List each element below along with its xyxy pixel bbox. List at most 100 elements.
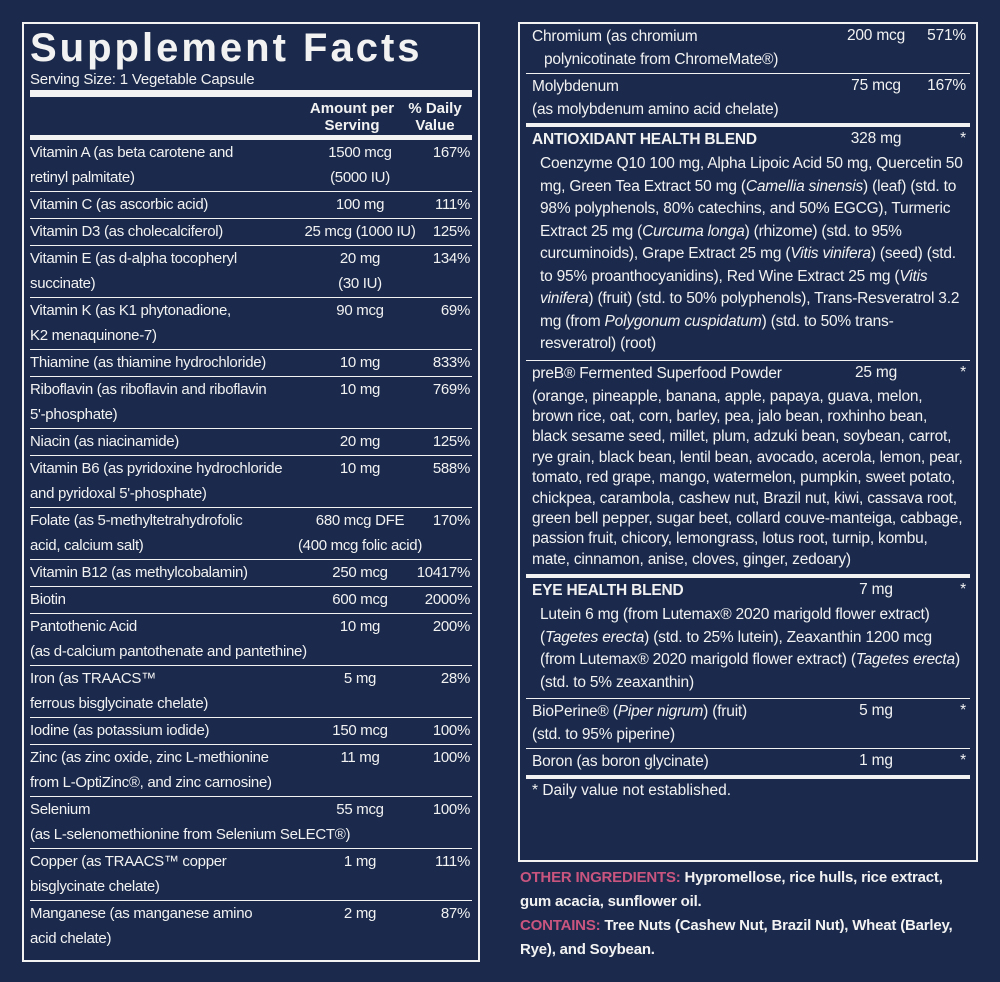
nutrient-name: (std. to 95% piperine)	[532, 726, 675, 744]
blend-description: Lutein 6 mg (from Lutemax® 2020 marigold…	[526, 604, 970, 698]
italic-text: Vitis vinifera	[790, 245, 871, 262]
text: Coenzyme Q10 100 mg, Alpha Lipoic Acid 5…	[540, 155, 963, 195]
amount: 150 mcg	[332, 722, 388, 739]
amount: 11 mg	[340, 749, 380, 766]
amount: 7 mg	[859, 581, 893, 599]
amount: 10 mg	[339, 354, 381, 371]
daily-value: 2000%	[424, 591, 471, 608]
daily-value: 111%	[435, 196, 470, 213]
daily-value: 134%	[432, 250, 470, 267]
nutrient-name: (as molybdenum amino acid chelate)	[532, 101, 779, 118]
nutrient-name: succinate)	[30, 275, 96, 292]
nutrient-name: Iron (as TRAACS™	[30, 670, 156, 687]
nutrient-name: Niacin (as niacinamide)	[30, 433, 179, 450]
divider	[526, 698, 970, 700]
nutrient-name: Thiamine (as thiamine hydrochloride)	[30, 354, 266, 371]
amount-cell: 250 mcg	[270, 560, 450, 585]
blend-title: EYE HEALTH BLEND	[532, 582, 684, 600]
daily-value: 833%	[432, 354, 470, 371]
amount: 90 mcg	[336, 302, 384, 319]
daily-value: 100%	[432, 722, 470, 739]
nutrient-row: Selenium (as L-selenomethionine from Sele…	[30, 796, 472, 848]
amount-cell: 2 mg	[270, 901, 450, 926]
daily-value: 69%	[440, 302, 470, 319]
italic-text: Camellia sinensis	[745, 177, 864, 195]
nutrient-name: Vitamin C (as ascorbic acid)	[30, 196, 209, 213]
divider	[526, 359, 970, 361]
nutrient-name: Molybdenum	[532, 78, 619, 95]
amount: 10 mg	[339, 618, 381, 635]
divider	[526, 748, 970, 750]
text: Hypromellose, rice hulls, rice extract, …	[520, 869, 943, 910]
amount: 10 mg	[339, 381, 381, 398]
italic-text: Curcuma longa	[642, 222, 745, 240]
amount: 680 mcg DFE	[315, 512, 405, 529]
daily-value: 200%	[432, 618, 470, 635]
amount-cell: 150 mcg	[270, 718, 450, 743]
amount: 5 mg	[343, 670, 377, 687]
amount-note: (5000 IU)	[330, 169, 390, 186]
nutrient-row: Pantothenic Acid (as d-calcium pantothena…	[30, 613, 472, 665]
nutrient-row: Molybdenum (as molybdenum amino acid chel…	[526, 74, 970, 123]
amount: 1 mg	[859, 752, 893, 770]
nutrient-row: Iodine (as potassium iodide) 150 mcg 100%	[30, 717, 472, 744]
amount-cell: 10 mg	[270, 377, 450, 402]
amount: 20 mg	[339, 433, 381, 450]
nutrient-row: Vitamin B6 (as pyridoxine hydrochloride a…	[30, 455, 472, 507]
dv-heading: % Daily Value	[408, 100, 462, 134]
nutrient-row: Vitamin B12 (as methylcobalamin) 250 mcg 1…	[30, 559, 472, 586]
divider	[526, 775, 970, 780]
blend-title: preB® Fermented Superfood Powder	[532, 364, 782, 382]
amount: 5 mg	[859, 702, 893, 720]
amount-cell: 90 mcg	[270, 298, 450, 323]
amount-cell: 1500 mcg (5000 IU)	[270, 140, 450, 190]
nutrient-row: Vitamin C (as ascorbic acid) 100 mg 111%	[30, 191, 472, 218]
blend-header: EYE HEALTH BLEND 7 mg *	[526, 578, 970, 604]
nutrient-name: (as L-selenomethionine from Selenium SeL…	[30, 826, 351, 843]
nutrient-row: Thiamine (as thiamine hydrochloride) 10 m…	[30, 349, 472, 376]
nutrient-name: Selenium	[30, 801, 91, 818]
nutrient-row: Manganese (as manganese amino acid chelat…	[30, 900, 472, 952]
daily-value: *	[960, 581, 966, 599]
amount-cell: 10 mg	[270, 350, 450, 375]
daily-value: 167%	[927, 77, 966, 94]
text: ) (leaf) (std. to 98% polyphenols, 80% c…	[540, 177, 957, 240]
nutrient-name: K2 menaquinone-7)	[30, 327, 157, 344]
daily-value: 111%	[435, 853, 470, 870]
text: (orange, pineapple, banana, apple, papay…	[532, 387, 963, 568]
daily-value: *	[960, 363, 966, 381]
left-panel: Supplement Facts Serving Size: 1 Vegetabl…	[22, 22, 480, 962]
amount: 75 mcg	[851, 77, 901, 94]
divider	[30, 135, 472, 139]
nutrient-row: Copper (as TRAACS™ copper bisglycinate ch…	[30, 848, 472, 900]
amount-cell: 10 mg	[270, 456, 450, 481]
nutrient-name: Manganese (as manganese amino	[30, 905, 253, 922]
nutrient-row: Vitamin D3 (as cholecalciferol) 25 mcg (1…	[30, 218, 472, 245]
nutrient-name: (as d-calcium pantothenate and pantethin…	[30, 643, 307, 660]
nutrient-row: Riboflavin (as riboflavin and riboflavin…	[30, 376, 472, 428]
italic-text: Tagetes erecta	[855, 651, 955, 669]
ingredients: OTHER INGREDIENTS: Hypromellose, rice hu…	[520, 866, 975, 962]
blend-header: ANTIOXIDANT HEALTH BLEND 328 mg *	[526, 127, 970, 153]
text: ) (rhizome) (std. to 95% curcuminoids), …	[540, 222, 902, 263]
amount: 2 mg	[343, 905, 377, 922]
daily-value: *	[960, 130, 966, 147]
italic-text: Piper nigrum	[617, 703, 704, 721]
amount-cell: 75 mcg	[796, 74, 956, 97]
footnote: * Daily value not established.	[532, 782, 732, 800]
amount-cell: 680 mcg DFE (400 mcg folic acid)	[270, 508, 450, 558]
divider	[30, 90, 472, 97]
label: CONTAINS:	[520, 917, 601, 934]
nutrient-name: and pyridoxal 5'-phosphate)	[30, 485, 207, 502]
nutrient-row: Vitamin A (as beta carotene and retinyl p…	[30, 139, 472, 191]
amount-cell: 5 mg	[796, 699, 956, 722]
nutrient-row: Iron (as TRAACS™ ferrous bisglycinate che…	[30, 665, 472, 717]
daily-value: 100%	[432, 801, 470, 818]
nutrient-name: Chromium (as chromium	[532, 28, 698, 45]
nutrient-row: Boron (as boron glycinate) 1 mg *	[526, 749, 970, 775]
amount-cell: 10 mg	[270, 614, 450, 639]
nutrient-row: Chromium (as chromium polynicotinate from…	[526, 24, 970, 73]
daily-value: 87%	[440, 905, 470, 922]
amount: 600 mcg	[332, 591, 388, 608]
daily-value: 10417%	[416, 564, 471, 581]
